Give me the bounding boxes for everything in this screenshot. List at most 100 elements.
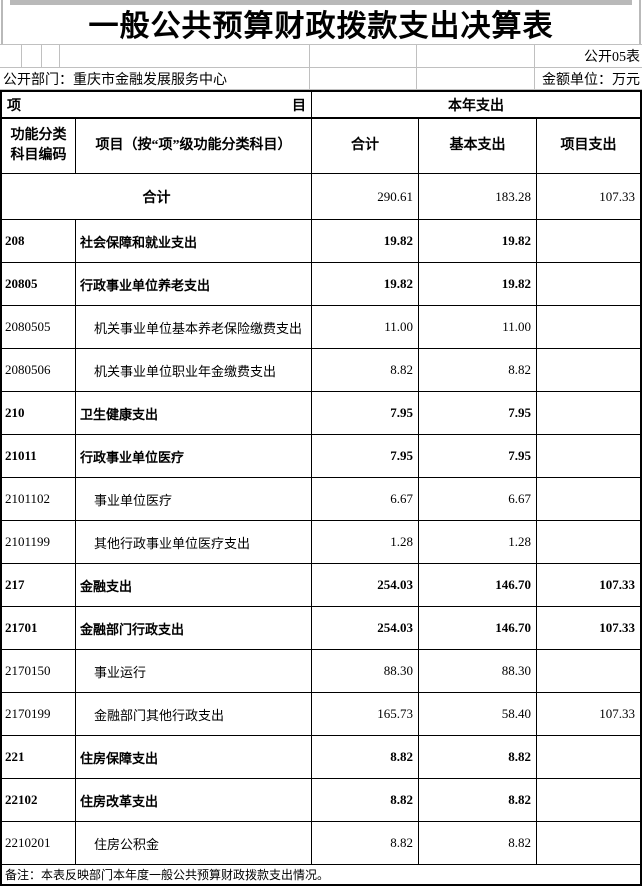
grid-cell [22, 45, 42, 67]
footnote-row: 备注：本表反映部门本年度一般公共预算财政拨款支出情况。 [2, 865, 640, 884]
row-code-cell: 217 [2, 564, 76, 606]
row-code-cell: 21701 [2, 607, 76, 649]
row-basic-cell: 146.70 [419, 607, 537, 649]
row-name-cell: 住房公积金 [76, 822, 312, 864]
header-item-right: 目 [292, 98, 306, 114]
row-project-cell [537, 521, 640, 563]
table-row-total: 合计 290.61 183.28 107.33 [2, 174, 640, 220]
row-basic-cell: 7.95 [419, 392, 537, 434]
row-code-cell: 208 [2, 220, 76, 262]
header-code-col: 功能分类科目编码 [2, 119, 76, 173]
row-project-cell [537, 435, 640, 477]
row-project-cell [537, 478, 640, 520]
header-item-cell: 项 目 [2, 92, 312, 117]
row-name-cell: 社会保障和就业支出 [76, 220, 312, 262]
row-project-cell: 107.33 [599, 620, 635, 635]
row-name-cell: 机关事业单位职业年金缴费支出 [76, 349, 312, 391]
table-row: 22102 住房改革支出 8.82 8.82 [2, 779, 640, 822]
table-row: 208 社会保障和就业支出 19.82 19.82 [2, 220, 640, 263]
row-basic-cell: 11.00 [419, 306, 537, 348]
row-code-cell: 2101102 [2, 478, 76, 520]
footnote-text: 备注：本表反映部门本年度一般公共预算财政拨款支出情况。 [5, 868, 330, 882]
row-basic-cell: 1.28 [419, 521, 537, 563]
title-right-border [639, 0, 641, 44]
row-project-cell [537, 306, 640, 348]
row-total-cell: 8.82 [312, 779, 419, 821]
table-row: 221 住房保障支出 8.82 8.82 [2, 736, 640, 779]
row-code-cell: 2101199 [2, 521, 76, 563]
row-basic-cell: 146.70 [419, 564, 537, 606]
row-name-cell: 行政事业单位医疗 [76, 435, 312, 477]
row-basic-cell: 19.82 [419, 220, 537, 262]
row-total-cell: 7.95 [312, 435, 419, 477]
row-total-cell: 8.82 [312, 822, 419, 864]
row-name-cell: 事业运行 [76, 650, 312, 692]
row-project-cell [537, 650, 640, 692]
grid-cell [60, 45, 310, 67]
row-total-cell: 7.95 [312, 392, 419, 434]
table-row: 210 卫生健康支出 7.95 7.95 [2, 392, 640, 435]
row-project-cell [537, 220, 640, 262]
row-label-cell: 合计 [2, 174, 312, 219]
table-number: 公开05表 [584, 50, 640, 65]
table-row: 20805 行政事业单位养老支出 19.82 19.82 [2, 263, 640, 306]
row-name-cell: 住房保障支出 [76, 736, 312, 778]
row-project-cell: 107.33 [599, 188, 635, 204]
row-name-cell: 行政事业单位养老支出 [76, 263, 312, 305]
row-name-cell: 金融支出 [76, 564, 312, 606]
row-total-cell: 19.82 [312, 263, 419, 305]
grid-cell [310, 68, 417, 89]
row-project-cell [537, 392, 640, 434]
table-row: 2170199 金融部门其他行政支出 165.73 58.40 107.33 [2, 693, 640, 736]
expense-table: 项 目 本年支出 功能分类科目编码 项目（按“项”级功能分类科目） 合计 基本支… [0, 90, 642, 886]
table-row: 2101102 事业单位医疗 6.67 6.67 [2, 478, 640, 521]
header-project-col: 项目（按“项”级功能分类科目） [76, 119, 312, 173]
report-title-bar: 一般公共预算财政拨款支出决算表 [0, 0, 642, 44]
row-total-cell: 165.73 [312, 693, 419, 735]
row-code-cell: 2170199 [2, 693, 76, 735]
table-row: 2170150 事业运行 88.30 88.30 [2, 650, 640, 693]
row-basic-cell: 8.82 [419, 822, 537, 864]
row-project-cell: 107.33 [599, 577, 635, 592]
header-basic-col: 基本支出 [419, 119, 537, 173]
row-code-cell: 2080506 [2, 349, 76, 391]
row-total-cell: 254.03 [312, 564, 419, 606]
grid-cell [417, 68, 535, 89]
header-project-expense-col: 项目支出 [560, 137, 617, 153]
meta-row: 公开部门：重庆市金融发展服务中心 金额单位：万元 [0, 68, 642, 90]
row-basic-cell: 8.82 [419, 779, 537, 821]
row-project-cell: 107.33 [599, 706, 635, 721]
row-basic-cell: 19.82 [419, 263, 537, 305]
table-row: 2101199 其他行政事业单位医疗支出 1.28 1.28 [2, 521, 640, 564]
grid-cell [42, 45, 60, 67]
row-code-cell: 2080505 [2, 306, 76, 348]
row-basic-cell: 7.95 [419, 435, 537, 477]
table-header-row-2: 功能分类科目编码 项目（按“项”级功能分类科目） 合计 基本支出 项目支出 [2, 119, 640, 174]
row-name-cell: 金融部门其他行政支出 [76, 693, 312, 735]
row-basic-cell: 88.30 [419, 650, 537, 692]
row-project-cell [537, 779, 640, 821]
row-project-cell [537, 263, 640, 305]
row-total-cell: 290.61 [312, 174, 419, 219]
row-basic-cell: 8.82 [419, 349, 537, 391]
title-top-border [10, 0, 632, 5]
row-total-cell: 8.82 [312, 736, 419, 778]
row-code-cell: 21011 [2, 435, 76, 477]
row-code-cell: 210 [2, 392, 76, 434]
row-total-cell: 254.03 [312, 607, 419, 649]
grid-cell [417, 45, 535, 67]
row-name-cell: 住房改革支出 [76, 779, 312, 821]
table-header-row-1: 项 目 本年支出 [2, 92, 640, 119]
row-total-cell: 88.30 [312, 650, 419, 692]
row-total-cell: 6.67 [312, 478, 419, 520]
row-project-cell [537, 822, 640, 864]
grid-cell [0, 45, 22, 67]
table-row: 217 金融支出 254.03 146.70 107.33 [2, 564, 640, 607]
row-name-cell: 事业单位医疗 [76, 478, 312, 520]
row-code-cell: 22102 [2, 779, 76, 821]
row-name-cell: 其他行政事业单位医疗支出 [76, 521, 312, 563]
department-label: 公开部门：重庆市金融发展服务中心 [0, 68, 310, 89]
grid-cell [310, 45, 417, 67]
row-total-cell: 19.82 [312, 220, 419, 262]
table-row: 2080506 机关事业单位职业年金缴费支出 8.82 8.82 [2, 349, 640, 392]
